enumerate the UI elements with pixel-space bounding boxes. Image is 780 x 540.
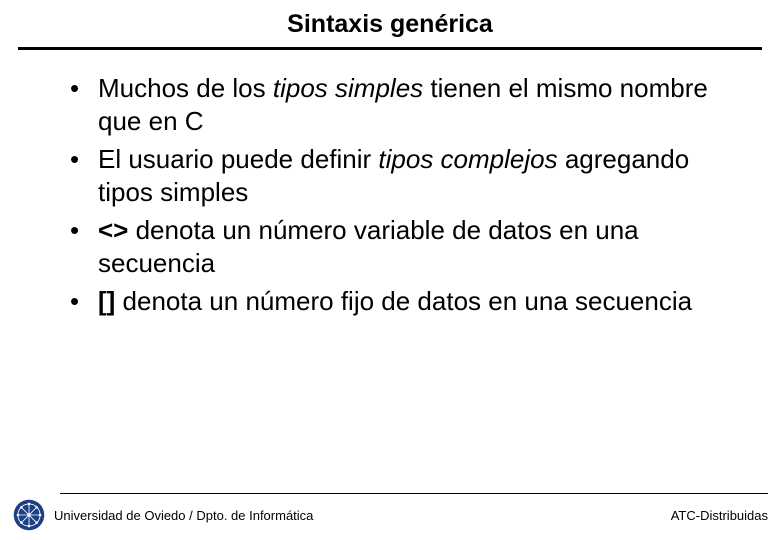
footer-rule [60,493,768,494]
symbol-text: <> [98,215,128,245]
list-item: <> denota un número variable de datos en… [70,214,730,279]
slide-title: Sintaxis genérica [0,0,780,47]
footer-left-text: Universidad de Oviedo / Dpto. de Informá… [54,508,313,523]
list-item: [] denota un número fijo de datos en una… [70,285,730,318]
footer-row: Universidad de Oviedo / Dpto. de Informá… [12,498,768,532]
footer-right-text: ATC-Distribuidas [671,508,768,523]
italic-text: tipos simples [273,73,423,103]
slide: Sintaxis genérica Muchos de los tipos si… [0,0,780,540]
text: denota un número fijo de datos en una se… [115,286,692,316]
symbol-text: [] [98,286,115,316]
italic-text: tipos complejos [378,144,557,174]
text: El usuario puede definir [98,144,378,174]
footer-left: Universidad de Oviedo / Dpto. de Informá… [12,498,313,532]
university-logo-icon [12,498,46,532]
content-area: Muchos de los tipos simples tienen el mi… [0,50,780,318]
list-item: Muchos de los tipos simples tienen el mi… [70,72,730,137]
bullet-list: Muchos de los tipos simples tienen el mi… [70,72,730,318]
list-item: El usuario puede definir tipos complejos… [70,143,730,208]
footer: Universidad de Oviedo / Dpto. de Informá… [0,493,780,532]
text: denota un número variable de datos en un… [98,215,639,278]
text: Muchos de los [98,73,273,103]
